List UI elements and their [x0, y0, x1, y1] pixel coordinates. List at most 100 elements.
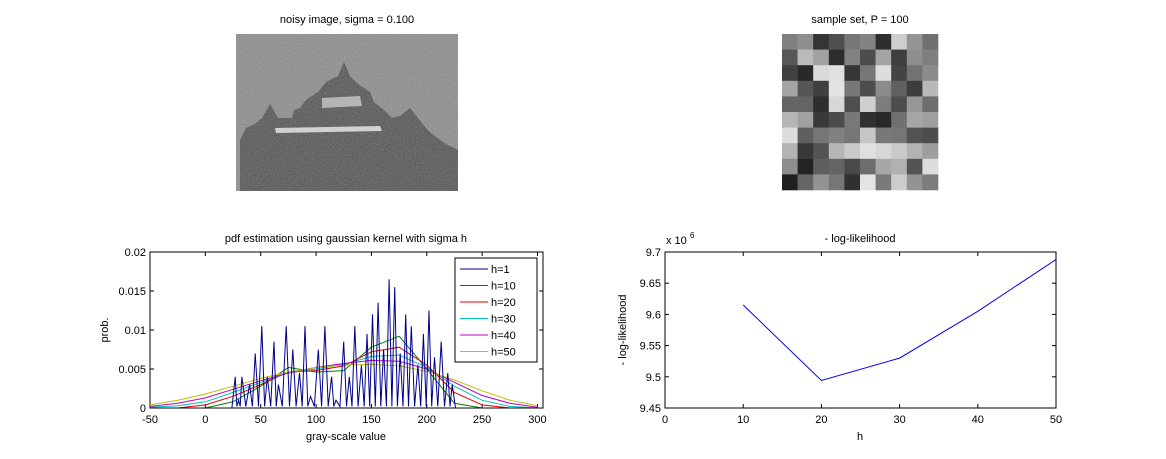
sample-patch [860, 174, 876, 191]
sample-patch [782, 49, 798, 66]
sample-patch [797, 174, 814, 191]
y-tick-label: 9.6 [646, 309, 661, 321]
y-tick-label: 0.01 [125, 325, 146, 337]
y-tick-label: 9.45 [640, 403, 661, 415]
loglik-x-label: h [857, 431, 863, 443]
sample-patch [906, 112, 923, 128]
sample-patch [922, 158, 939, 175]
series-h-30 [150, 354, 538, 408]
y-tick-label: 9.65 [640, 278, 661, 290]
loglik-exponent-value: 6 [690, 231, 695, 240]
sample-patch [782, 127, 798, 144]
x-tick-label: 40 [972, 414, 984, 426]
sample-patch [828, 158, 845, 175]
sample-patch [813, 127, 830, 144]
sample-patch [922, 143, 939, 160]
y-tick-label: 0.02 [125, 247, 146, 259]
y-tick-label: 0.015 [118, 286, 146, 298]
sample-patch [797, 34, 814, 50]
loglik-series-line [742, 259, 1056, 382]
sample-patch [797, 96, 814, 113]
noisy-image-title: noisy image, sigma = 0.100 [279, 14, 415, 26]
sample-patch [782, 112, 798, 128]
x-tick-label: 0 [662, 414, 668, 426]
sample-patch [860, 143, 876, 160]
sample-patch [875, 174, 892, 191]
sample-patch [860, 80, 876, 97]
legend-label: h=1 [491, 264, 510, 276]
legend-label: h=10 [491, 281, 516, 293]
legend-box [454, 257, 538, 363]
sample-patch [922, 96, 939, 113]
loglik-exponent-label: x 10 [666, 235, 687, 247]
sample-patch [860, 127, 876, 144]
sample-set-title: sample set, P = 100 [811, 14, 909, 26]
sample-patch [875, 143, 892, 160]
sample-patch [875, 127, 892, 144]
sample-patch [813, 96, 830, 113]
sample-patch [844, 65, 861, 82]
sample-patch [891, 65, 908, 82]
sample-patch [828, 49, 845, 66]
series-h-10 [150, 335, 538, 408]
series-h-20 [150, 346, 538, 408]
noisy-image [236, 34, 458, 191]
sample-patch [797, 127, 814, 144]
sample-patch [875, 112, 892, 128]
sample-patch [828, 80, 845, 97]
legend-label: h=50 [491, 347, 516, 359]
y-tick-label: 0 [140, 403, 146, 415]
sample-patch [797, 80, 814, 97]
y-tick-label: 9.7 [646, 247, 661, 259]
sample-patch [782, 143, 798, 160]
sample-patch [891, 34, 908, 50]
loglik-y-label: - log-likelihood [617, 295, 629, 366]
sample-patch [813, 80, 830, 97]
sample-patch [813, 112, 830, 128]
sample-patch [891, 143, 908, 160]
sample-patch [828, 112, 845, 128]
sample-patch [797, 49, 814, 66]
sample-patch [828, 65, 845, 82]
y-tick-label: 0.005 [118, 364, 146, 376]
legend-label: h=20 [491, 297, 516, 309]
sample-patch [844, 143, 861, 160]
sample-patch [891, 49, 908, 66]
sample-patch [813, 34, 830, 50]
pdf-chart: -50 0 50 100 150 200 250 300 00.0050.010.0150.0… [99, 233, 547, 443]
sample-patch [813, 158, 830, 175]
sample-patch [860, 49, 876, 66]
sample-patch [828, 174, 845, 191]
pdf-x-label: gray-scale value [306, 431, 386, 443]
series-h-1 [150, 279, 543, 408]
sample-patch [813, 174, 830, 191]
series-h-40 [150, 359, 538, 408]
x-tick-label: 30 [893, 414, 905, 426]
sample-patch [906, 158, 923, 175]
x-tick-label: -50 [142, 414, 158, 426]
x-tick-label: 20 [815, 414, 827, 426]
loglik-axes-box [664, 251, 1057, 409]
sample-patch [860, 34, 876, 50]
sample-patch [844, 158, 861, 175]
sample-patch [828, 127, 845, 144]
sample-patch [875, 49, 892, 66]
sample-patch [906, 65, 923, 82]
sample-patch [844, 49, 861, 66]
legend-label: h=40 [491, 330, 516, 342]
sample-patch [782, 65, 798, 82]
sample-patch [797, 65, 814, 82]
sample-patch [922, 34, 939, 50]
sample-patch [813, 65, 830, 82]
sample-patch [906, 96, 923, 113]
sample-patch [860, 158, 876, 175]
x-tick-label: 300 [528, 414, 546, 426]
sample-patch [922, 80, 939, 97]
sample-patch [922, 112, 939, 128]
x-tick-label: 200 [418, 414, 436, 426]
x-tick-label: 250 [473, 414, 491, 426]
loglik-chart-title: - log-likelihood [825, 233, 896, 245]
sample-patch [860, 112, 876, 128]
legend-label: h=30 [491, 314, 516, 326]
sample-patch [906, 34, 923, 50]
